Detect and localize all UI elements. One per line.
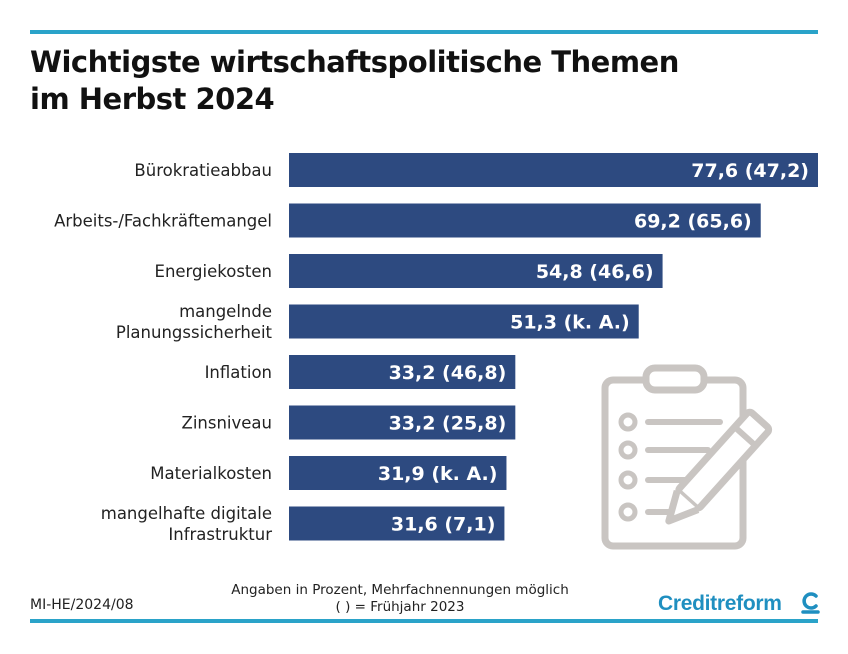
bar-value-label-1: 69,2 (65,6) <box>634 211 752 233</box>
bottom-accent-rule <box>30 619 818 623</box>
bar-3 <box>289 304 639 339</box>
footer-code: MI-HE/2024/08 <box>30 597 134 613</box>
footer-note-line-2: ( ) = Frühjahr 2023 <box>335 599 465 615</box>
bar-value-label-0: 77,6 (47,2) <box>691 160 809 182</box>
category-label-2: Energiekosten <box>155 262 272 281</box>
bar-1 <box>289 203 761 238</box>
brand-name: Creditreform <box>658 592 782 615</box>
category-label-3-line-1: Planungssicherheit <box>116 323 273 342</box>
category-label-7-line-0: mangelhafte digitale <box>101 504 272 523</box>
bar-value-label-7: 31,6 (7,1) <box>391 514 496 536</box>
category-label-7-line-1: Infrastruktur <box>168 525 272 544</box>
category-label-6: Materialkosten <box>150 464 272 483</box>
bar-7 <box>289 506 505 541</box>
footer-note: Angaben in Prozent, Mehrfachnennungen mö… <box>200 582 600 616</box>
clipboard-checklist-icon <box>601 364 773 550</box>
category-label-3-line-0: mangelnde <box>179 302 272 321</box>
chart-title-line-2: im Herbst 2024 <box>30 82 275 116</box>
creditreform-logo-icon <box>801 592 820 614</box>
footer-note-line-1: Angaben in Prozent, Mehrfachnennungen mö… <box>231 582 569 598</box>
bar-value-label-3: 51,3 (k. A.) <box>510 312 630 334</box>
bar-5 <box>289 405 516 440</box>
category-label-5: Zinsniveau <box>182 414 272 433</box>
bar-2 <box>289 254 663 288</box>
bar-4 <box>289 355 516 389</box>
category-label-0: Bürokratieabbau <box>134 161 272 180</box>
top-accent-rule <box>30 30 818 34</box>
pencil-icon <box>665 408 773 525</box>
bar-6 <box>289 456 507 490</box>
bar-value-label-5: 33,2 (25,8) <box>389 413 507 435</box>
bar-value-label-6: 31,9 (k. A.) <box>378 463 498 485</box>
bar-value-label-4: 33,2 (46,8) <box>389 362 507 384</box>
chart-title: Wichtigste wirtschaftspolitische Themen … <box>30 44 730 118</box>
category-label-1: Arbeits-/Fachkräftemangel <box>54 212 272 231</box>
category-label-4: Inflation <box>205 363 272 382</box>
chart-title-line-1: Wichtigste wirtschaftspolitische Themen <box>30 45 679 79</box>
bar-value-label-2: 54,8 (46,6) <box>536 261 654 283</box>
bar-0 <box>289 153 818 187</box>
